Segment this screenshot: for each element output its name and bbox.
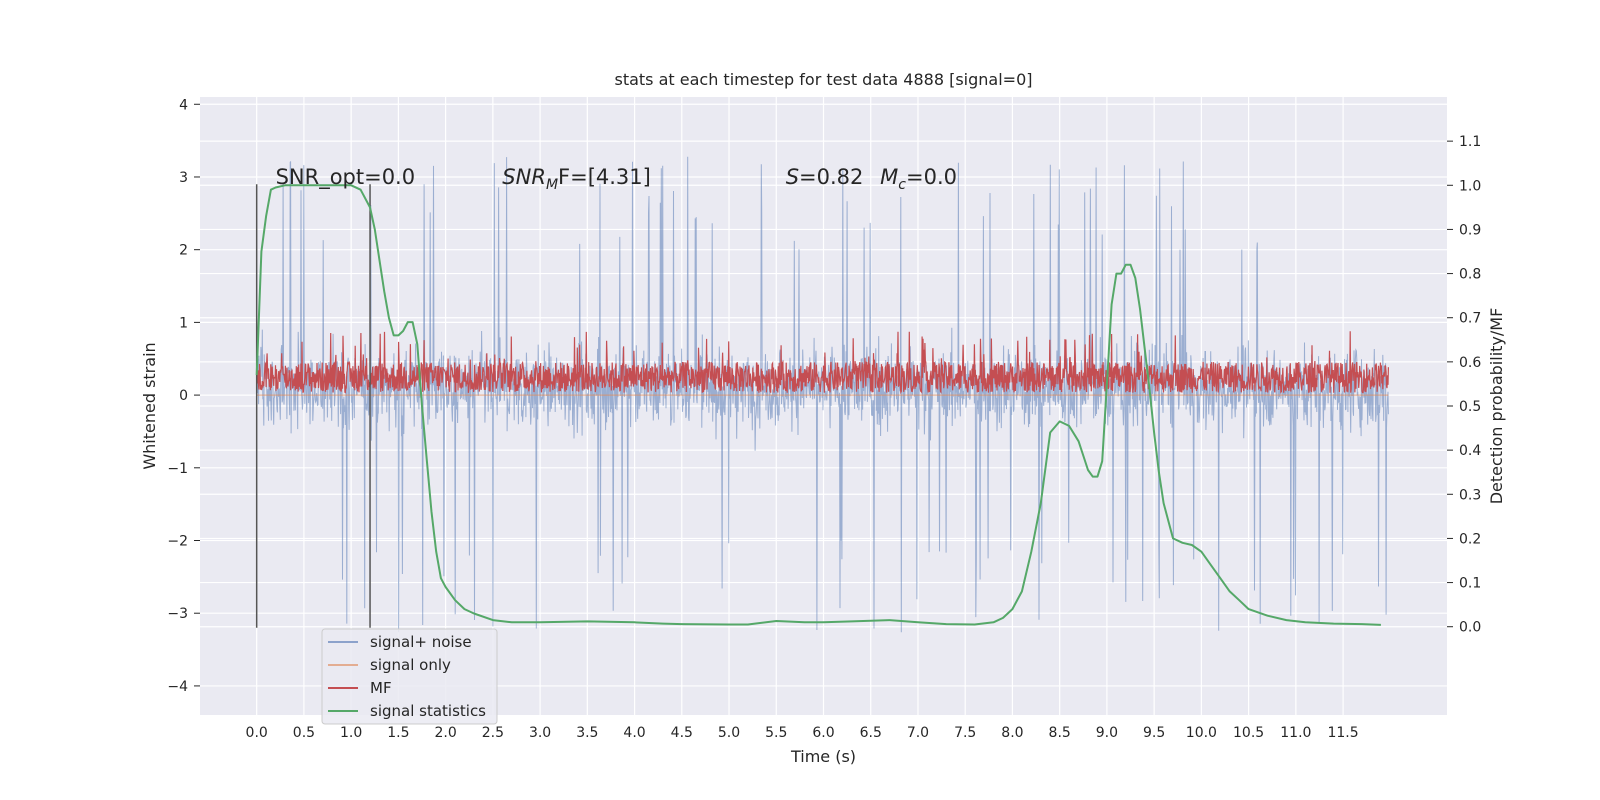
x-tick-label: 0.5 — [293, 725, 315, 741]
mc-annotation: Mc=0.0 — [880, 165, 957, 193]
y-axis-right-ticks: 1.1 1.0 0.9 0.8 0.7 0.6 0.5 0.4 0.3 0.2 0.1 0.0 — [1447, 134, 1481, 636]
x-tick-label: 0.0 — [246, 725, 268, 741]
y-right-tick-label: 1.0 — [1459, 178, 1481, 194]
annotations: SNR_opt=0.0 SNRMF=[4.31] S=0.82 Mc=0.0 — [276, 165, 957, 193]
s-annotation: S=0.82 — [786, 165, 864, 189]
y-right-tick-label: 0.4 — [1459, 443, 1481, 459]
x-axis-title: Time (s) — [790, 747, 856, 766]
y-tick-label: 1 — [179, 315, 188, 331]
y-axis-ticks: 4 3 2 1 0 −1 −2 −3 −4 — [167, 97, 200, 695]
grid — [200, 97, 1447, 715]
y-tick-label: 2 — [179, 243, 188, 259]
y-tick-label: −1 — [167, 461, 188, 477]
y-right-tick-label: 0.5 — [1459, 399, 1481, 415]
snr-mf-value: F=[4.31] — [558, 165, 651, 189]
x-tick-label: 3.5 — [576, 725, 598, 741]
x-tick-label: 7.5 — [954, 725, 976, 741]
x-tick-label: 7.0 — [907, 725, 929, 741]
y-right-tick-label: 0.8 — [1459, 267, 1481, 283]
y-axis-title: Whitened strain — [140, 342, 159, 469]
x-tick-label: 11.0 — [1280, 725, 1311, 741]
x-tick-label: 5.0 — [718, 725, 740, 741]
y-right-tick-label: 0.2 — [1459, 531, 1481, 547]
y-tick-label: −2 — [167, 534, 188, 550]
x-tick-label: 4.0 — [623, 725, 645, 741]
snr-mf-subscript: M — [546, 177, 558, 193]
y-tick-label: 0 — [179, 388, 188, 404]
y-right-tick-label: 0.7 — [1459, 311, 1481, 327]
y-tick-label: 3 — [179, 170, 188, 186]
vertical-markers — [255, 184, 371, 628]
legend-label: MF — [370, 679, 392, 697]
mc-label: M — [880, 165, 898, 189]
signal-statistics-series — [255, 184, 1381, 626]
x-tick-label: 9.0 — [1096, 725, 1118, 741]
s-value: =0.82 — [799, 165, 863, 189]
x-tick-label: 9.5 — [1143, 725, 1165, 741]
snr-mf-label: SNR — [502, 165, 546, 189]
y-tick-label: −4 — [167, 679, 188, 695]
snr-opt-annotation: SNR_opt=0.0 — [276, 165, 416, 190]
y-tick-label: −3 — [167, 606, 188, 622]
mc-subscript: c — [898, 177, 906, 193]
x-tick-label: 6.5 — [860, 725, 882, 741]
y-right-tick-label: 1.1 — [1459, 134, 1481, 150]
x-tick-label: 1.5 — [387, 725, 409, 741]
y-right-tick-label: 0.1 — [1459, 576, 1481, 592]
x-tick-label: 3.0 — [529, 725, 551, 741]
x-tick-label: 2.5 — [482, 725, 504, 741]
y-right-tick-label: 0.3 — [1459, 487, 1481, 503]
mc-value: =0.0 — [906, 165, 957, 189]
snr-mf-annotation: SNRMF=[4.31] — [502, 165, 651, 193]
x-tick-label: 11.5 — [1327, 725, 1358, 741]
x-tick-label: 6.0 — [812, 725, 834, 741]
mf-series — [256, 331, 1389, 395]
legend-box — [321, 628, 498, 725]
legend-label: signal+ noise — [370, 633, 472, 651]
x-tick-label: 10.0 — [1186, 725, 1217, 741]
y-right-tick-label: 0.0 — [1459, 620, 1481, 636]
x-tick-label: 8.0 — [1001, 725, 1023, 741]
legend: signal+ noise signal only MF signal statist… — [321, 628, 498, 725]
chart-title: stats at each timestep for test data 488… — [614, 70, 1032, 89]
y-axis-right-title: Detection probability/MF — [1487, 308, 1506, 505]
y-right-tick-label: 0.9 — [1459, 222, 1481, 238]
y-right-tick-label: 0.6 — [1459, 355, 1481, 371]
x-axis-ticks: 0.0 0.5 1.0 1.5 2.0 2.5 3.0 3.5 4.0 4.5 5.0 5.5 6.0 6… — [246, 725, 1359, 741]
mf-line — [256, 331, 1389, 395]
x-tick-label: 2.0 — [434, 725, 456, 741]
x-tick-label: 8.5 — [1049, 725, 1071, 741]
x-tick-label: 5.5 — [765, 725, 787, 741]
x-tick-label: 4.5 — [671, 725, 693, 741]
s-label: S — [786, 165, 799, 189]
legend-label: signal statistics — [370, 702, 486, 720]
x-tick-label: 1.0 — [340, 725, 362, 741]
x-tick-label: 10.5 — [1233, 725, 1264, 741]
legend-label: signal only — [370, 656, 451, 674]
y-tick-label: 4 — [179, 97, 188, 113]
signal-statistics-line — [255, 184, 1381, 626]
